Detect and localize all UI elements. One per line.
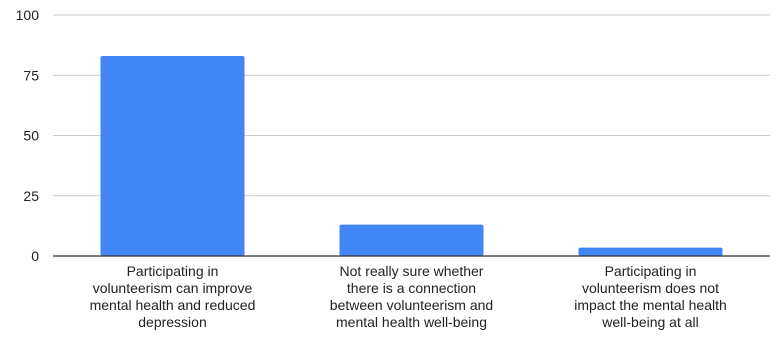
x-category-label-line: impact the mental health — [574, 297, 727, 313]
x-category-label-line: well-being at all — [601, 314, 699, 330]
bar — [578, 247, 723, 256]
y-tick-label: 0 — [31, 248, 39, 264]
x-category-label-line: there is a connection — [347, 280, 476, 296]
x-category-label: Participating in volunteerism can improve… — [90, 263, 256, 330]
y-tick-label: 100 — [16, 7, 40, 23]
x-category-label-line: mental health well-being — [336, 314, 487, 330]
y-axis-ticks: 0 25 50 75 100 — [16, 7, 40, 264]
bar — [100, 55, 245, 256]
y-tick-label: 75 — [23, 67, 39, 83]
x-category-label-line: Participating in — [605, 263, 697, 279]
x-category-label-line: depression — [138, 314, 207, 330]
x-category-label-line: mental health and reduced — [90, 297, 256, 313]
x-category-label-line: Participating in — [127, 263, 219, 279]
x-category-label: Participating in volunteerism does not imp… — [574, 263, 727, 330]
bar — [339, 224, 484, 256]
x-category-label-line: volunteerism does not — [582, 280, 719, 296]
x-category-label-line: Not really sure whether — [340, 263, 484, 279]
x-category-label-line: between volunteerism and — [330, 297, 493, 313]
bars — [100, 55, 723, 256]
x-axis-category-labels: Participating in volunteerism can improve… — [90, 263, 727, 330]
x-category-label-line: volunteerism can improve — [93, 280, 253, 296]
x-category-label: Not really sure whether there is a connec… — [330, 263, 493, 330]
y-tick-label: 50 — [23, 128, 39, 144]
y-tick-label: 25 — [23, 188, 39, 204]
